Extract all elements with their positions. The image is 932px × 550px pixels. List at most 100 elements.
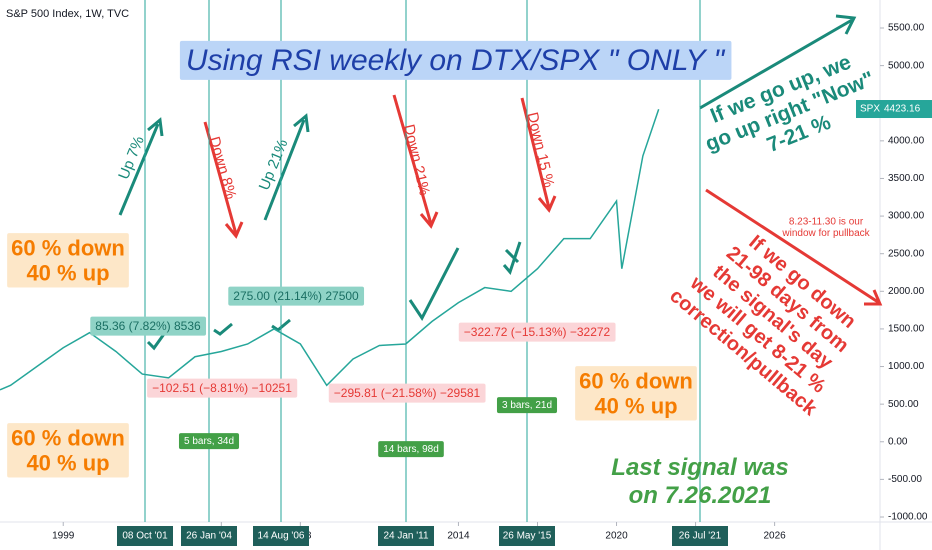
y-tick-label: 4000.00 [888, 135, 925, 146]
annotation-text: 60 % down 40 % up [579, 368, 693, 418]
signal-date: 24 Jan '11 [383, 531, 429, 542]
y-tick-label: 1500.00 [888, 324, 925, 335]
x-tick-label: 2014 [447, 531, 470, 542]
arrow [263, 113, 310, 221]
annotation-line: 14 bars, 98d [383, 444, 439, 455]
y-tick-label: 5500.00 [888, 23, 925, 34]
annotation: 275.00 (21.14%) 27500 [228, 286, 365, 306]
annotation-text: 85.36 (7.82%) 8536 [95, 319, 201, 333]
symbol-header: S&P 500 Index, 1W, TVC [6, 8, 129, 20]
y-tick-label: -1000.00 [888, 512, 928, 523]
annotation-bg [7, 423, 129, 478]
price-line [0, 109, 660, 391]
arrow [118, 117, 164, 216]
annotation-bg [147, 378, 298, 398]
annotation-line: 60 % down [11, 425, 125, 450]
annotation: 60 % down 40 % up [575, 366, 697, 421]
annotation-text: 60 % down 40 % up [11, 425, 125, 475]
arrow [203, 121, 244, 239]
annotation-line: 60 % down [579, 368, 693, 393]
annotation: Using RSI weekly on DTX/SPX " ONLY " [179, 40, 732, 80]
annotation-line: on 7.26.2021 [629, 482, 772, 509]
y-tick-label: 0.00 [888, 436, 908, 447]
annotation: 8.23-11.30 is our window for pullback [781, 216, 870, 239]
annotation-line: 40 % up [26, 260, 109, 285]
check-mark [502, 241, 522, 275]
check-mark [146, 333, 166, 351]
y-tick-label: 3000.00 [888, 211, 925, 222]
annotation-bg [178, 433, 240, 450]
annotation: 60 % down 40 % up [7, 233, 129, 288]
y-tick-label: 2000.00 [888, 286, 925, 297]
signal-date: 14 Aug '06 [258, 531, 305, 542]
annotation-line: Last signal was [611, 455, 788, 482]
check-mark [271, 318, 291, 332]
annotation-line: −102.51 (−8.81%) −10251 [152, 381, 292, 395]
annotation: Last signal was on 7.26.2021 [611, 455, 788, 510]
annotation-text: Using RSI weekly on DTX/SPX " ONLY " [186, 44, 726, 77]
annotation-bg [575, 366, 697, 421]
annotation-text: Last signal was on 7.26.2021 [611, 455, 788, 510]
annotation-line: window for pullback [781, 227, 870, 238]
annotation-text: −322.72 (−15.13%) −32272 [464, 325, 611, 339]
x-tick-label: 1999 [52, 531, 75, 542]
price-tag-bg [856, 100, 932, 119]
annotation-bg [496, 397, 558, 414]
annotation: 60 % down 40 % up [7, 423, 129, 478]
annotation: −295.81 (−21.58%) −29581 [328, 383, 486, 403]
annotation-text: 60 % down 40 % up [11, 235, 125, 285]
annotation-line: 40 % up [594, 393, 677, 418]
annotation-line: 5 bars, 34d [184, 436, 234, 447]
annotation-bg [458, 322, 616, 342]
arrow [705, 188, 883, 306]
y-tick-label: 1000.00 [888, 361, 925, 372]
annotation-text: −102.51 (−8.81%) −10251 [152, 381, 292, 395]
annotation-bg [328, 383, 486, 403]
annotation-bg [179, 40, 732, 80]
annotation: 3 bars, 21d [496, 397, 558, 414]
annotation: 85.36 (7.82%) 8536 [90, 316, 207, 336]
price-tag-name: SPX [860, 104, 880, 115]
y-tick-label: 3500.00 [888, 173, 925, 184]
annotation-text: 8.23-11.30 is our window for pullback [781, 216, 870, 239]
annotation: 5 bars, 34d [178, 433, 240, 450]
annotation-line: −322.72 (−15.13%) −32272 [464, 325, 611, 339]
annotation: −322.72 (−15.13%) −32272 [458, 322, 616, 342]
annotation: 14 bars, 98d [378, 441, 444, 458]
x-tick-label: 2026 [763, 531, 786, 542]
signal-date: 08 Oct '01 [122, 531, 168, 542]
annotation-bg [378, 441, 444, 458]
arrow [392, 94, 439, 229]
annotation-line: Using RSI weekly on DTX/SPX " ONLY " [186, 44, 726, 77]
arrow [699, 14, 857, 110]
signal-date-bg [499, 526, 555, 546]
x-tick-label: 2020 [605, 531, 628, 542]
annotation-text: 14 bars, 98d [383, 444, 439, 455]
annotation-text: 275.00 (21.14%) 27500 [233, 289, 359, 303]
annotation: −102.51 (−8.81%) −10251 [147, 378, 298, 398]
price-tag-value: 4423.16 [884, 104, 921, 115]
annotation-line: −295.81 (−21.58%) −29581 [334, 386, 481, 400]
annotation-line: 85.36 (7.82%) 8536 [95, 319, 201, 333]
annotation-line: 3 bars, 21d [502, 400, 552, 411]
y-tick-label: 2500.00 [888, 248, 925, 259]
annotation-bg [90, 316, 207, 336]
annotation-line: 40 % up [26, 450, 109, 475]
signal-date-bg [181, 526, 237, 546]
annotation-line: 8.23-11.30 is our [789, 216, 864, 227]
signal-date: 26 Jan '04 [186, 531, 232, 542]
annotation-bg [7, 233, 129, 288]
check-mark [213, 322, 233, 336]
annotation-line: 60 % down [11, 235, 125, 260]
signal-date: 26 May '15 [503, 531, 552, 542]
y-tick-label: 5000.00 [888, 60, 925, 71]
signal-date-bg [378, 526, 434, 546]
signal-date-bg [253, 526, 309, 546]
annotation-bg [228, 286, 365, 306]
annotation-text: 5 bars, 34d [184, 436, 234, 447]
annotation-text: −295.81 (−21.58%) −29581 [334, 386, 481, 400]
arrows [118, 14, 883, 351]
annotation-text: 3 bars, 21d [502, 400, 552, 411]
y-tick-label: 500.00 [888, 399, 919, 410]
